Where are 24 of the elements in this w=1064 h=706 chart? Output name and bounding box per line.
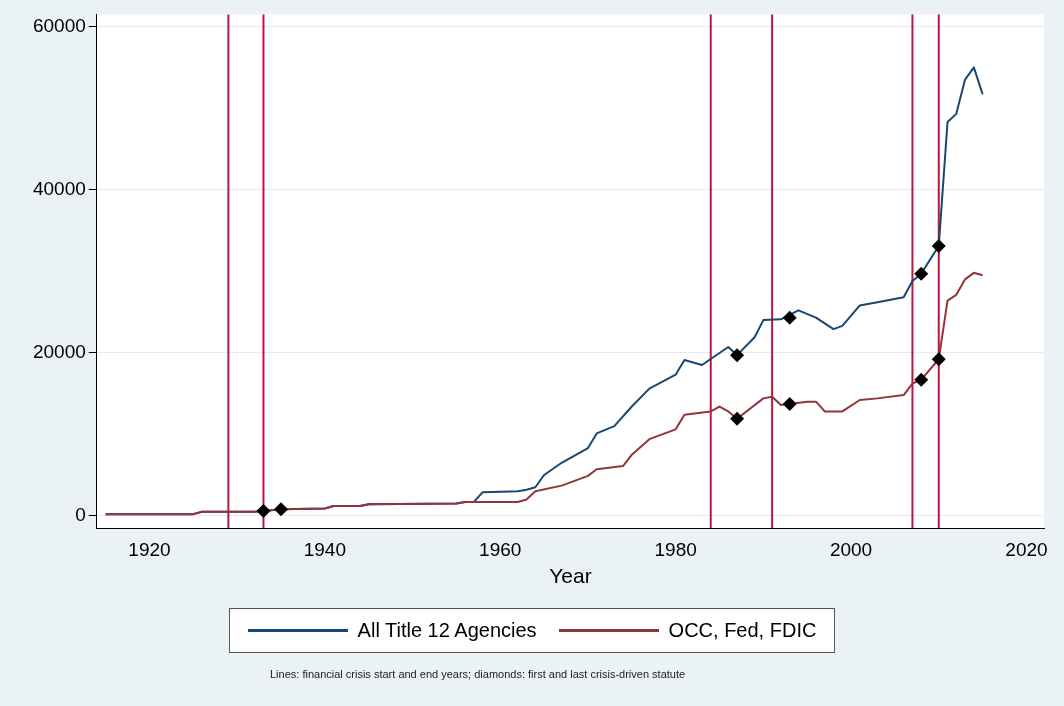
y-tick-label: 40000 <box>32 177 86 199</box>
point <box>782 310 797 325</box>
point <box>914 266 929 281</box>
point <box>914 372 929 387</box>
x-tick-label: 2000 <box>829 538 873 560</box>
x-tick-label: 1940 <box>303 538 346 560</box>
y-tick-label: 0 <box>75 504 86 526</box>
x-tick-label: 1960 <box>479 538 522 560</box>
point <box>931 352 946 367</box>
legend-label: OCC, Fed, FDIC <box>668 619 817 642</box>
x-axis-title: Year <box>549 564 592 588</box>
point <box>782 397 797 412</box>
y-tick-label: 60000 <box>32 14 86 36</box>
x-tick-label: 2020 <box>1005 538 1048 560</box>
point <box>274 502 289 517</box>
point <box>730 411 745 426</box>
point <box>730 348 745 363</box>
point <box>931 238 946 253</box>
x-tick-label: 1920 <box>128 538 171 560</box>
text: Lines: financial crisis start and end years; diamonds: first and last crisis-driven statute <box>269 668 687 680</box>
legend-label: All Title 12 Agencies <box>357 619 537 642</box>
point <box>256 503 271 518</box>
y-tick-label: 20000 <box>32 340 86 362</box>
x-tick-label: 1980 <box>654 538 697 560</box>
